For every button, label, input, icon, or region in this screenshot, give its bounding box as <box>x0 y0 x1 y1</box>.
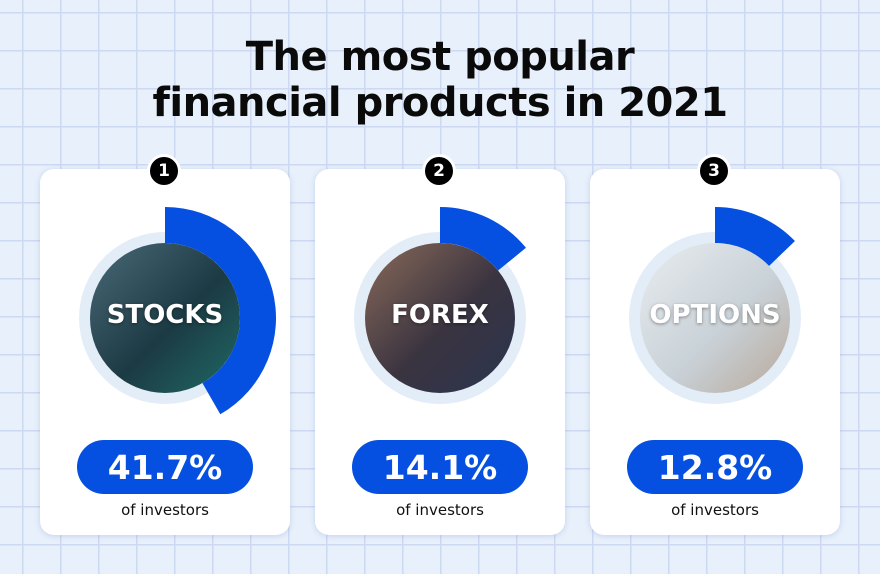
percent-caption: of investors <box>121 501 209 519</box>
product-label: STOCKS <box>106 300 224 330</box>
product-photo <box>90 243 240 393</box>
product-photo <box>365 243 515 393</box>
rank-badge: 2 <box>422 154 456 188</box>
product-label: OPTIONS <box>649 300 781 330</box>
page-title: The most popular financial products in 20… <box>152 34 728 126</box>
card-stocks: 1 STOCKS 41.7% of investors <box>40 154 290 535</box>
percent-pill: 12.8% <box>627 440 803 494</box>
gauge-forex <box>354 207 526 404</box>
product-photo <box>640 243 790 393</box>
gauge-stocks <box>79 207 276 415</box>
rank-badge: 3 <box>697 154 731 188</box>
gauge-options <box>629 207 801 404</box>
gauge-arc <box>440 207 526 271</box>
percent-caption: of investors <box>671 501 759 519</box>
rank-badge: 1 <box>147 154 181 188</box>
card-options: 3 OPTIONS 12.8% of investors <box>590 154 840 535</box>
percent-pill: 14.1% <box>352 440 528 494</box>
card-forex: 2 FOREX 14.1% of investors <box>315 154 565 535</box>
gauge-arc <box>715 207 795 266</box>
percent-caption: of investors <box>396 501 484 519</box>
percent-pill: 41.7% <box>77 440 253 494</box>
product-label: FOREX <box>391 300 489 330</box>
gauge-arc <box>165 207 276 415</box>
